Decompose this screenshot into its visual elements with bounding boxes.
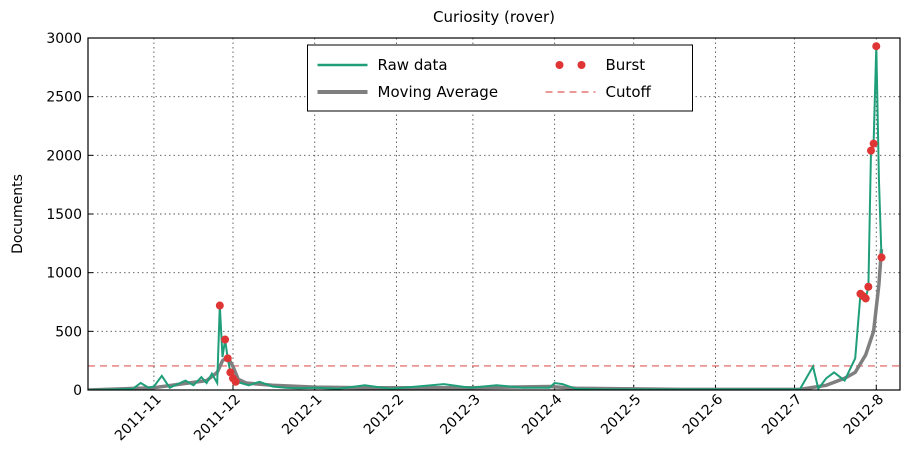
plot-frame bbox=[87, 37, 901, 391]
moving-average-line bbox=[88, 249, 884, 390]
burst-point bbox=[223, 354, 232, 363]
y-tick-label: 0 bbox=[73, 383, 82, 399]
legend-label: Burst bbox=[606, 56, 646, 74]
y-tick-label: 2500 bbox=[46, 90, 82, 106]
legend-label: Moving Average bbox=[378, 83, 499, 101]
legend-marker bbox=[577, 61, 586, 69]
burst-point bbox=[877, 253, 886, 262]
y-tick-label: 500 bbox=[55, 324, 82, 340]
x-tick-label: 2012-6 bbox=[680, 391, 726, 437]
x-tick-label: 2012-8 bbox=[841, 392, 887, 438]
x-tick-label: 2011-12 bbox=[191, 392, 244, 445]
x-tick-label: 2012-5 bbox=[598, 392, 644, 438]
y-axis-label: Documents bbox=[10, 174, 26, 254]
x-tick-label: 2012-2 bbox=[361, 392, 407, 438]
x-tick-label: 2012-3 bbox=[437, 392, 483, 438]
y-tick-label: 1500 bbox=[46, 207, 82, 223]
y-tick-label: 2000 bbox=[46, 148, 82, 164]
burst-point bbox=[861, 294, 870, 303]
raw-line bbox=[88, 46, 883, 390]
chart-title: Curiosity (rover) bbox=[433, 8, 555, 26]
burst-point bbox=[231, 377, 240, 386]
burst-point bbox=[872, 42, 881, 51]
x-tick-label: 2012-4 bbox=[519, 391, 565, 437]
legend-box bbox=[307, 44, 693, 112]
y-tick-label: 3000 bbox=[46, 31, 82, 47]
x-tick-label: 2011-11 bbox=[112, 392, 165, 445]
legend-marker bbox=[555, 61, 564, 69]
x-tick-label: 2012-7 bbox=[759, 392, 805, 438]
burst-point bbox=[869, 139, 878, 148]
y-tick-label: 1000 bbox=[46, 266, 82, 282]
plot bbox=[88, 42, 900, 390]
legend-label: Cutoff bbox=[606, 83, 652, 101]
burst-point bbox=[867, 146, 875, 155]
burst-point bbox=[215, 301, 224, 310]
burst-point bbox=[221, 335, 230, 344]
legend-label: Raw data bbox=[378, 56, 448, 74]
burst-point bbox=[864, 282, 873, 291]
x-tick-label: 2012-1 bbox=[279, 392, 325, 438]
